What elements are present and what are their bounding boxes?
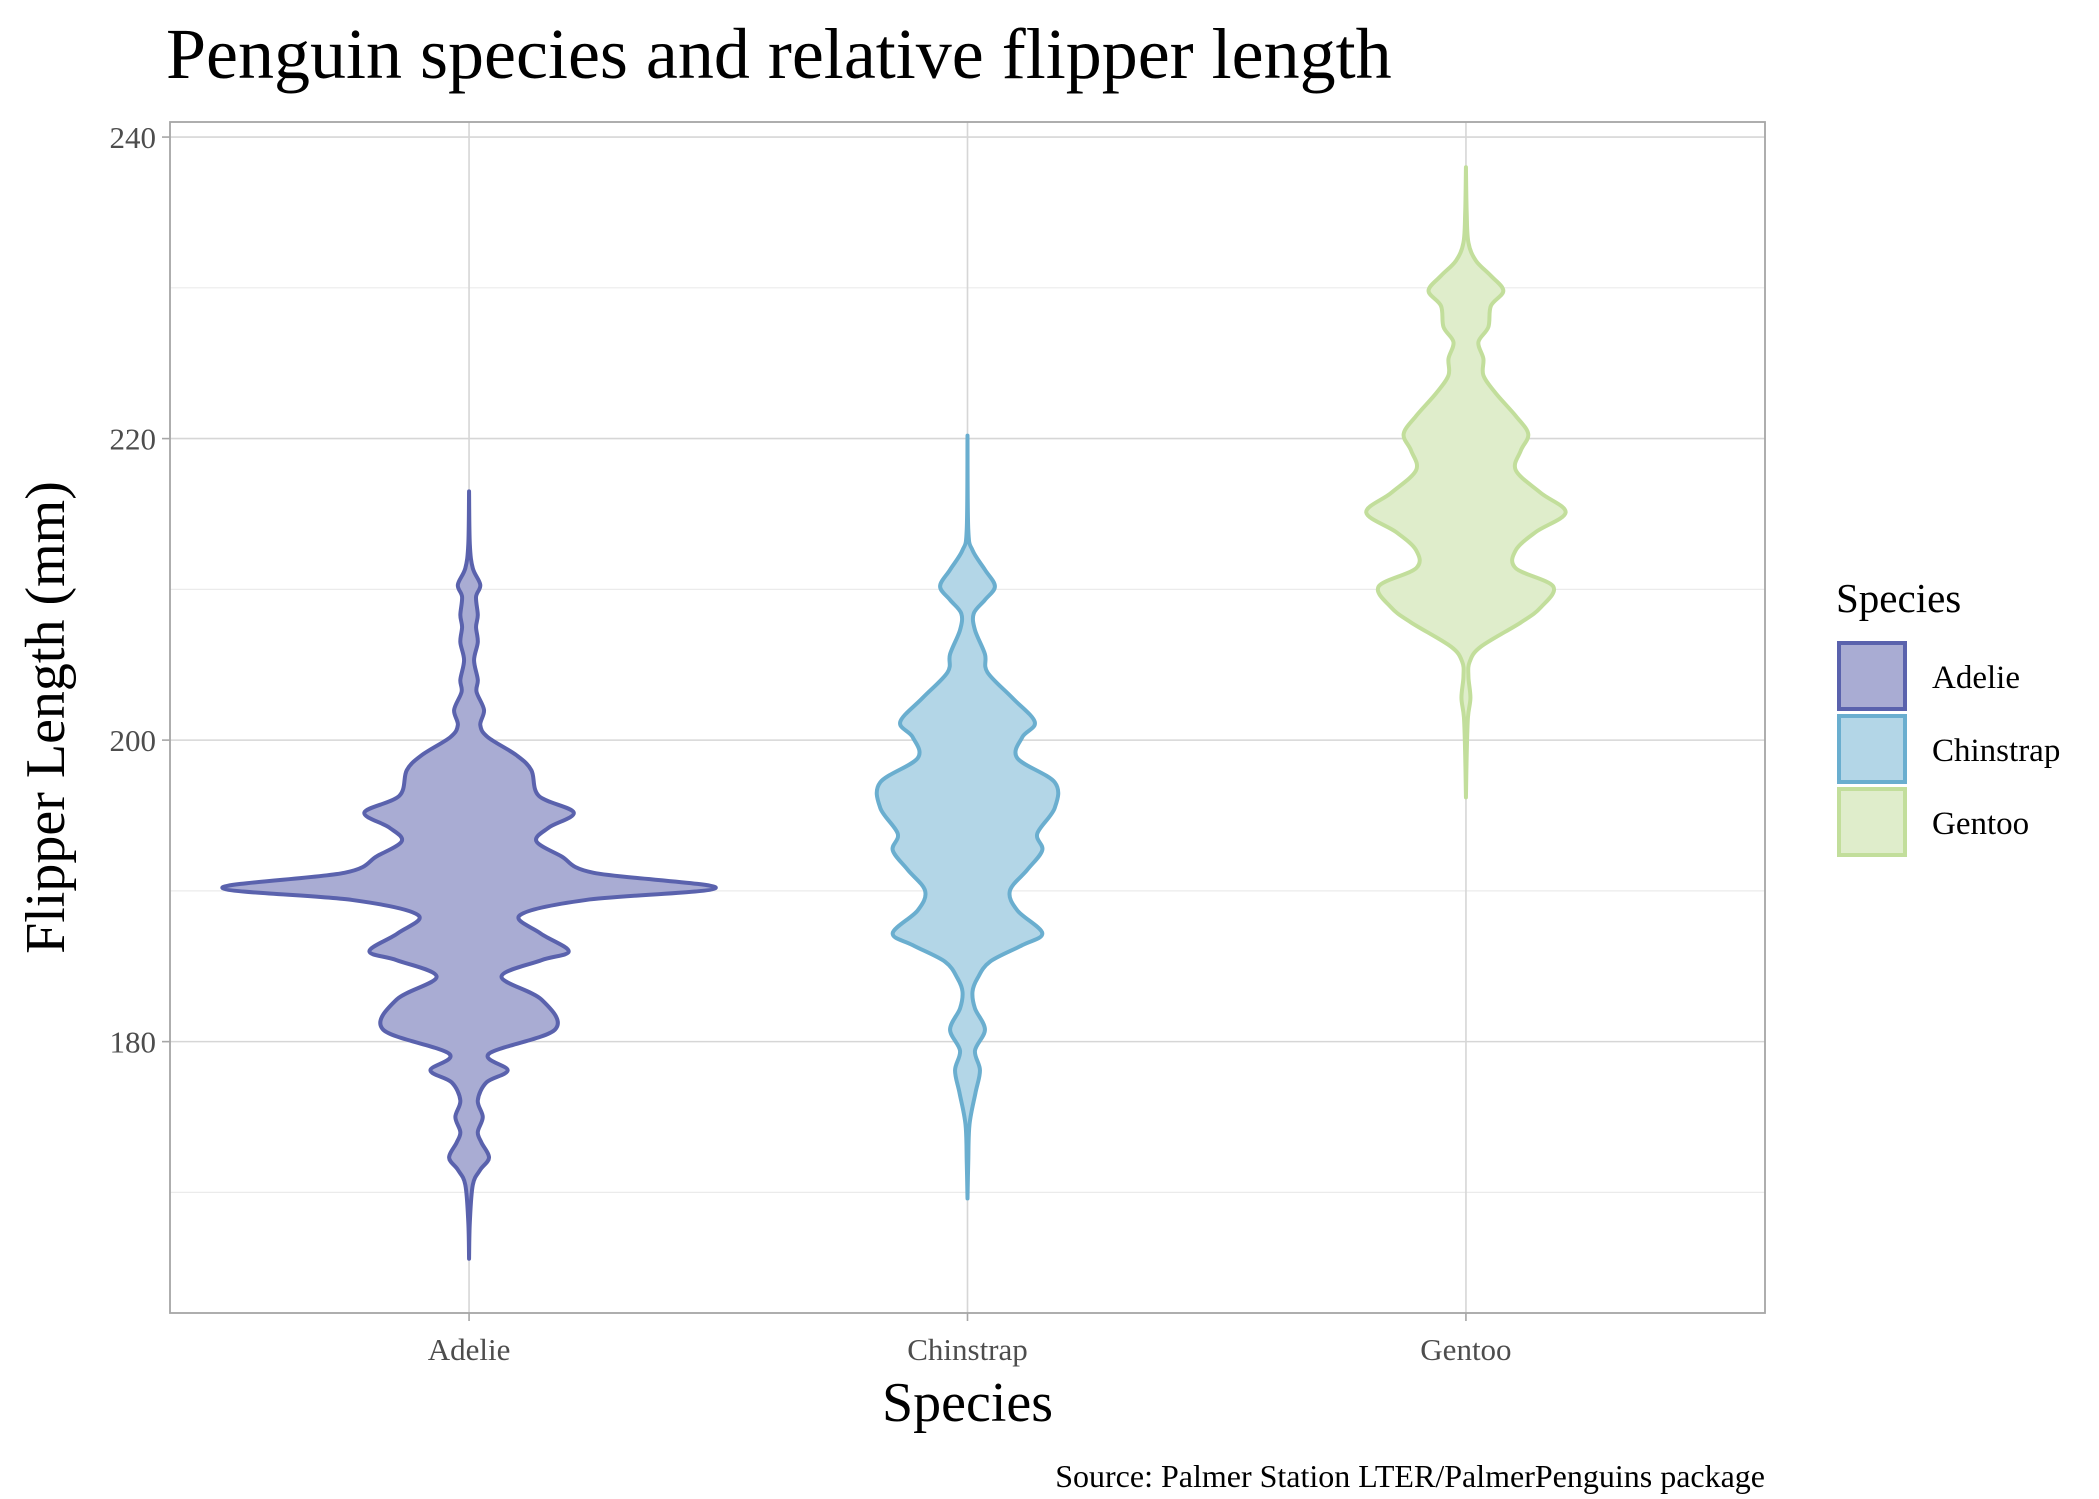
y-tick-label: 180 <box>110 1025 157 1060</box>
x-tick-label-adelie: Adelie <box>428 1332 511 1367</box>
violin-gentoo <box>1364 165 1568 800</box>
axes: 180 200 220 240 Adelie Chinstrap Gentoo <box>110 120 1512 1367</box>
legend: Species Adelie Chinstrap Gentoo <box>1836 575 2060 857</box>
y-axis-title: Flipper Length (mm) <box>15 481 77 954</box>
x-tick-label-chinstrap: Chinstrap <box>907 1332 1028 1367</box>
violin-adelie <box>220 489 718 1261</box>
legend-swatch-adelie <box>1837 641 1907 711</box>
legend-title: Species <box>1836 575 1961 621</box>
y-tick-label: 200 <box>110 723 157 758</box>
violin-plot-area <box>220 165 1568 1261</box>
violin-chinstrap <box>874 433 1061 1201</box>
x-axis-title: Species <box>882 1372 1053 1434</box>
legend-label-chinstrap: Chinstrap <box>1932 733 2060 769</box>
legend-label-adelie: Adelie <box>1932 660 2020 696</box>
legend-swatch-gentoo <box>1837 787 1907 857</box>
y-tick-label: 240 <box>110 120 157 155</box>
legend-label-gentoo: Gentoo <box>1932 806 2029 842</box>
chart-title: Penguin species and relative flipper len… <box>166 14 1392 94</box>
x-tick-label-gentoo: Gentoo <box>1420 1332 1511 1367</box>
legend-swatch-chinstrap <box>1837 714 1907 784</box>
y-tick-label: 220 <box>110 422 157 457</box>
source-caption: Source: Palmer Station LTER/PalmerPengui… <box>1055 1458 1765 1494</box>
